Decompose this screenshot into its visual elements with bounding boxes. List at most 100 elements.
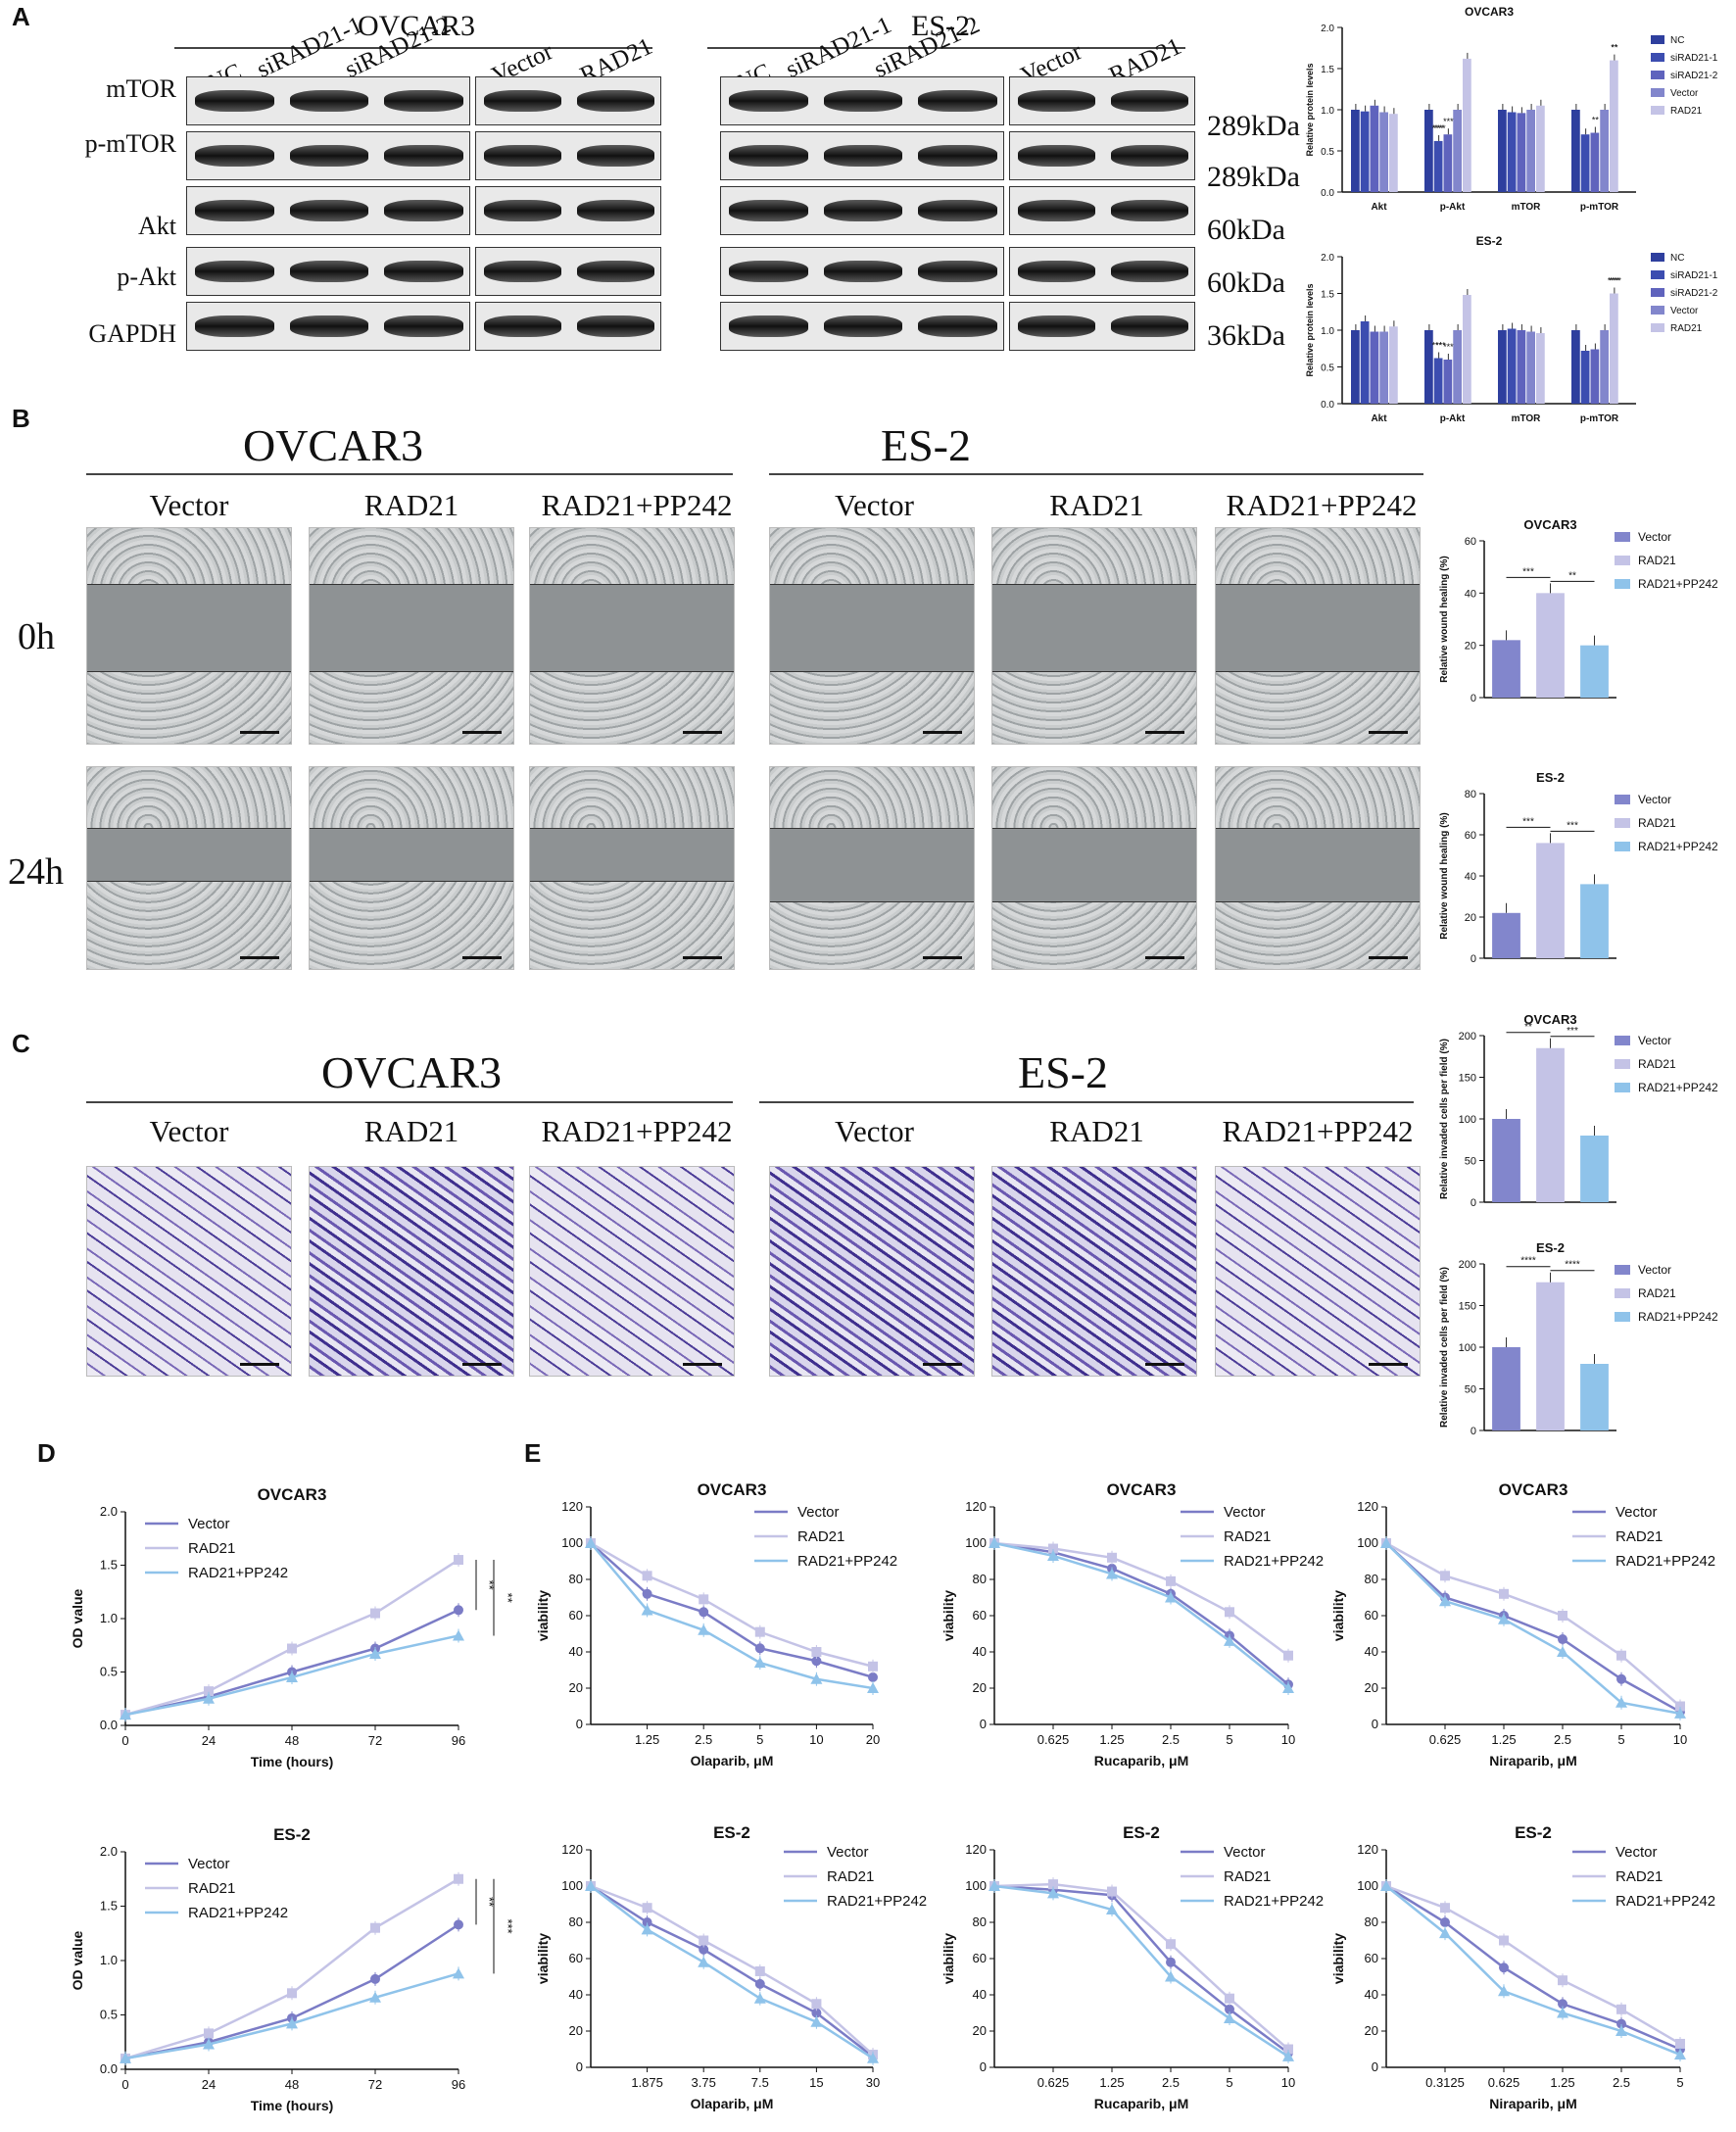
- y-tick-label: 50: [1465, 1156, 1476, 1168]
- x-tick-label: 2.5: [1162, 1732, 1180, 1747]
- wound-gap: [87, 827, 291, 883]
- blot-strip: [720, 186, 1004, 235]
- y-tick-label: 20: [1465, 641, 1476, 653]
- scale-bar: [240, 731, 279, 734]
- wound-gap: [310, 827, 513, 883]
- legend-label: NC: [1670, 35, 1684, 46]
- x-axis-label: Time (hours): [251, 2098, 334, 2113]
- significance-label: ***: [1567, 820, 1578, 831]
- data-point: [810, 1672, 823, 1684]
- significance-label: **: [1568, 570, 1576, 581]
- legend-label: RAD21: [1670, 323, 1703, 334]
- scale-bar: [1369, 731, 1408, 734]
- series-line: [1385, 1542, 1681, 1714]
- significance-label: ***: [1433, 123, 1444, 133]
- blot-strip: [186, 302, 470, 351]
- blot-strip: [1009, 76, 1195, 125]
- blot-band: [577, 145, 654, 167]
- series-line: [590, 1885, 874, 2059]
- y-tick-label: 40: [973, 1644, 987, 1659]
- data-point: [1439, 1927, 1451, 1939]
- y-tick-label: 60: [569, 1608, 583, 1623]
- data-point: [1675, 1701, 1685, 1712]
- legend-swatch: [1651, 253, 1664, 262]
- bar: [1517, 113, 1526, 192]
- legend-swatch: [1651, 71, 1664, 79]
- bar: [1600, 330, 1609, 404]
- blot-band: [289, 315, 369, 337]
- y-tick-label: 0: [1372, 2059, 1378, 2074]
- data-point: [1616, 1673, 1626, 1684]
- x-tick-label: 20: [866, 1732, 880, 1747]
- x-tick-label: 24: [202, 1733, 216, 1748]
- x-tick-label: 1.25: [1550, 2075, 1574, 2090]
- data-point: [1224, 1634, 1235, 1646]
- data-point: [642, 1903, 652, 1914]
- wound-image: [86, 527, 292, 745]
- wound-gap: [770, 827, 974, 902]
- legend-swatch: [1651, 106, 1664, 115]
- y-tick-label: 20: [1365, 2023, 1378, 2038]
- data-point: [1615, 2025, 1627, 2036]
- blot-strip: [1009, 247, 1195, 296]
- data-point: [1283, 2044, 1293, 2055]
- invasion-group-label: RAD21: [1049, 1114, 1144, 1148]
- legend-label: RAD21+PP242: [1638, 577, 1718, 591]
- x-tick-label: 3.75: [692, 2075, 716, 2090]
- significance-label: **: [1611, 43, 1618, 53]
- bar: [1492, 1347, 1520, 1430]
- data-point: [1675, 2038, 1685, 2049]
- legend-label: Vector: [1670, 306, 1699, 316]
- data-point: [1282, 2050, 1294, 2061]
- blot-band: [484, 315, 561, 337]
- bar: [1536, 1047, 1565, 1202]
- legend-label: RAD21: [1615, 1868, 1663, 1885]
- bar: [1536, 105, 1545, 192]
- data-point: [286, 1671, 298, 1682]
- x-tick-label: 0.625: [1429, 1732, 1462, 1747]
- y-tick-label: 200: [1459, 1031, 1476, 1042]
- legend-label: RAD21: [1638, 1286, 1676, 1300]
- x-tick-label: 1.25: [1099, 1732, 1124, 1747]
- chart-title: ES-2: [273, 1825, 311, 1844]
- data-point: [204, 2028, 214, 2039]
- data-point: [1225, 1993, 1234, 2004]
- significance-label: ***: [501, 1918, 515, 1933]
- x-axis-label: Niraparib, μM: [1489, 1753, 1576, 1769]
- wound-gap: [770, 584, 974, 673]
- data-point: [699, 1935, 709, 1946]
- blot-band: [484, 145, 561, 167]
- data-point: [753, 1657, 766, 1669]
- blot-strip: [186, 131, 470, 180]
- blot-band: [195, 200, 274, 221]
- blot-band: [823, 145, 903, 167]
- legend-label: RAD21: [1638, 554, 1676, 567]
- y-tick-label: 0: [980, 2059, 987, 2074]
- series-line: [1385, 1884, 1681, 2051]
- y-tick-label: 100: [561, 1878, 583, 1893]
- legend-label: RAD21+PP242: [1224, 1893, 1324, 1910]
- series-line: [1385, 1541, 1681, 1708]
- legend-swatch: [1615, 795, 1630, 804]
- x-tick-label: 10: [1673, 1732, 1687, 1747]
- data-point: [754, 1978, 765, 1989]
- data-point: [811, 1656, 822, 1667]
- wound-image: [309, 766, 514, 970]
- blot-band: [195, 90, 274, 112]
- scale-bar: [683, 731, 722, 734]
- series-line: [1385, 1885, 1681, 2057]
- kda-label: 36kDa: [1207, 319, 1285, 352]
- x-tick-label: 5: [756, 1732, 763, 1747]
- y-tick-label: 60: [973, 1951, 987, 1965]
- blot-band: [918, 90, 997, 112]
- invasion-group-label: RAD21: [363, 1114, 459, 1148]
- data-point: [641, 1923, 653, 1935]
- wound-image: [1215, 766, 1421, 970]
- y-tick-label: 100: [965, 1878, 987, 1893]
- y-tick-label: 200: [1459, 1259, 1476, 1271]
- data-point: [287, 1988, 297, 1999]
- data-point: [699, 1944, 709, 1955]
- significance-label: ***: [1610, 276, 1620, 286]
- y-tick-label: 2.0: [1321, 253, 1334, 264]
- bar: [1379, 112, 1388, 192]
